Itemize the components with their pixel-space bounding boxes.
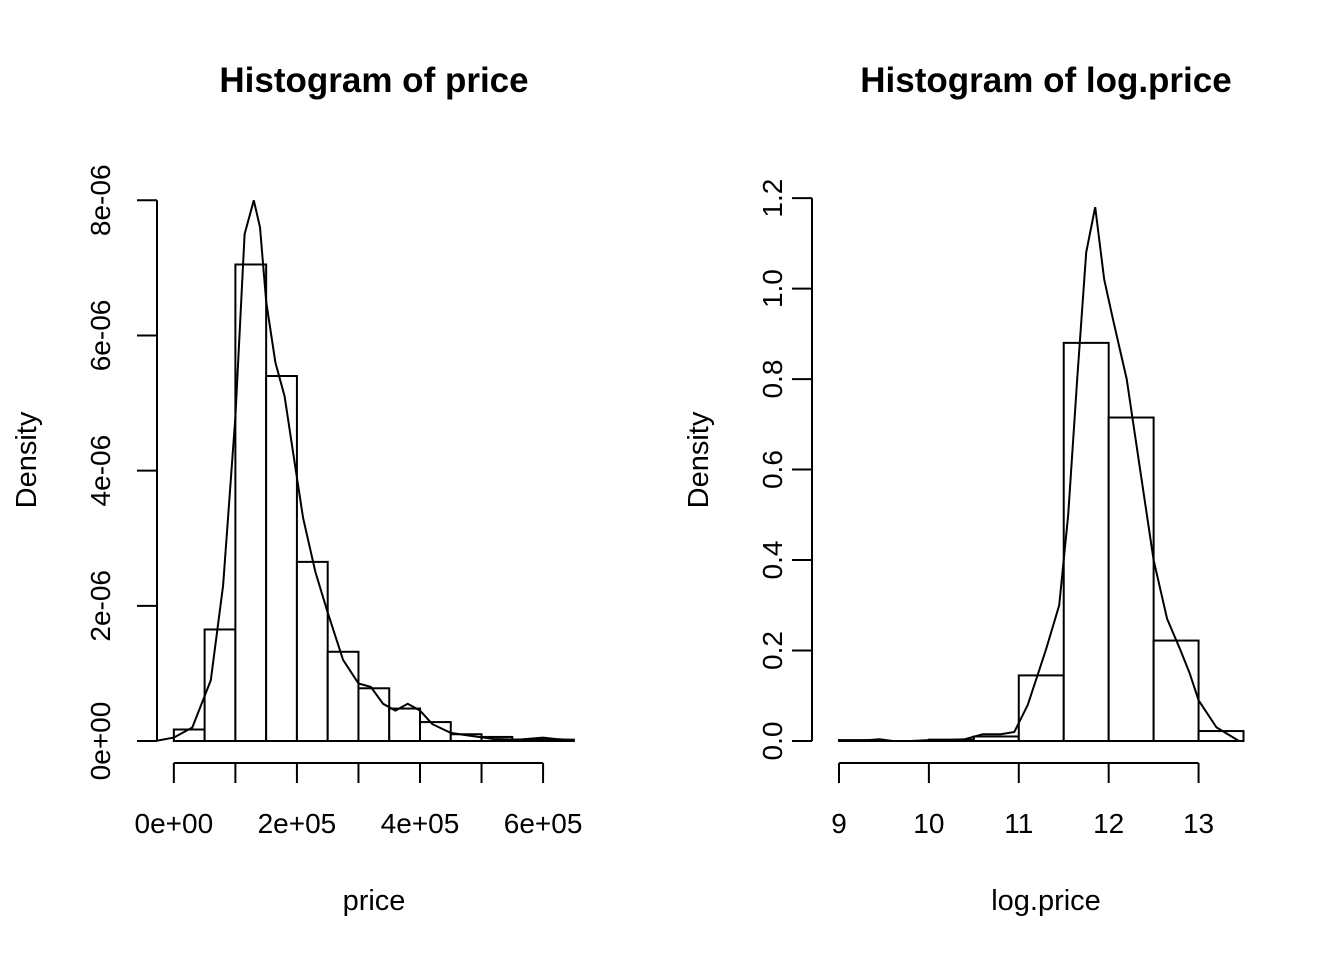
histogram-bar — [972, 735, 1020, 743]
histogram-bar — [326, 650, 360, 742]
y-axis-label: Density — [11, 411, 43, 508]
y-tick-label: 4e-06 — [85, 435, 116, 507]
density-curve — [155, 200, 574, 742]
histogram-bar — [419, 721, 452, 743]
histogram-bar — [295, 560, 329, 743]
histogram-bar — [1107, 416, 1155, 742]
y-tick-label: 1.2 — [757, 179, 788, 218]
histogram-bar — [1062, 341, 1110, 742]
y-tick-label: 0.8 — [757, 360, 788, 399]
histogram-bars — [837, 341, 1245, 743]
x-axis-label: price — [343, 885, 406, 917]
log-price-histogram-panel: Histogram of log.price log.price Density… — [683, 61, 1245, 917]
y-tick-label: 0.2 — [757, 631, 788, 670]
x-axis-label: log.price — [991, 885, 1101, 917]
histogram-bars — [172, 263, 575, 743]
x-tick-label: 11 — [1004, 808, 1033, 839]
x-tick-label: 0e+00 — [135, 808, 214, 839]
density-curve — [839, 206, 1240, 742]
histogram-bar — [265, 375, 298, 742]
y-tick-label: 2e-06 — [85, 570, 116, 642]
chart-title: Histogram of log.price — [860, 61, 1231, 100]
x-tick-label: 9 — [831, 808, 847, 839]
y-tick-label: 8e-06 — [85, 164, 116, 236]
x-tick-label: 10 — [913, 808, 944, 839]
price-histogram-panel: Histogram of price price Density 0e+00 2e… — [11, 61, 582, 917]
y-tick-label: 0.0 — [757, 722, 788, 761]
y-tick-label: 0e+00 — [85, 702, 116, 781]
y-tick-label: 0.4 — [757, 541, 788, 580]
histogram-bar — [357, 687, 391, 743]
x-tick-label: 12 — [1093, 808, 1124, 839]
x-tick-label: 13 — [1183, 808, 1214, 839]
chart-title: Histogram of price — [219, 61, 528, 100]
x-tick-label: 6e+05 — [504, 808, 583, 839]
x-tick-label: 4e+05 — [381, 808, 460, 839]
y-axis-label: Density — [683, 411, 715, 508]
x-tick-label: 2e+05 — [258, 808, 337, 839]
y-tick-label: 1.0 — [757, 269, 788, 308]
histogram-bar — [234, 263, 268, 742]
histogram-bar — [1152, 639, 1200, 743]
y-tick-label: 0.6 — [757, 450, 788, 489]
histogram-bar — [388, 707, 422, 743]
y-tick-label: 6e-06 — [85, 300, 116, 372]
